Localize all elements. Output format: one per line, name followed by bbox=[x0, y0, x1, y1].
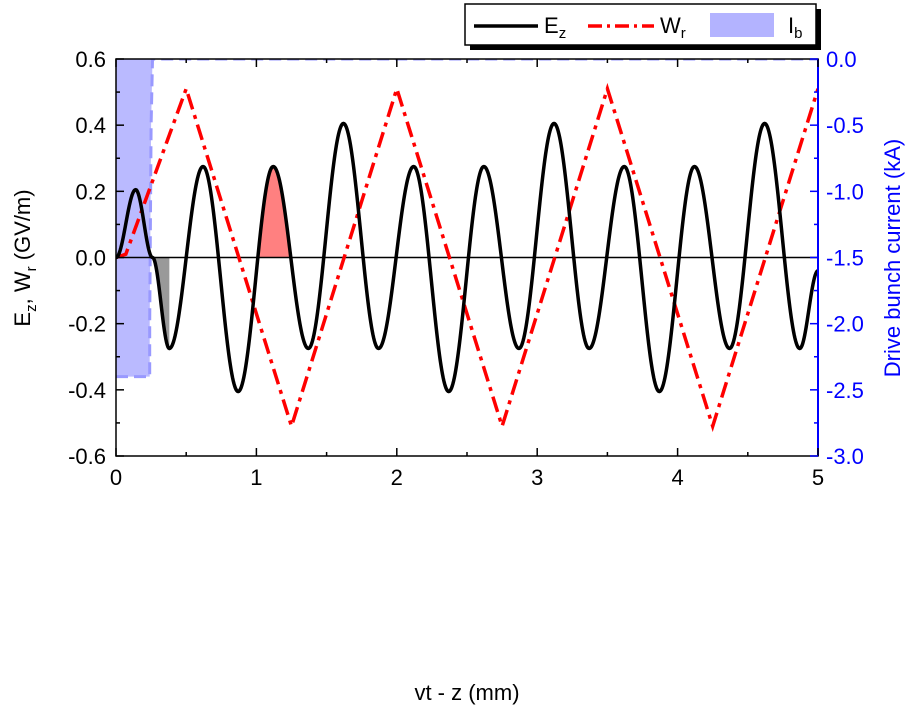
x-axis-ticks: 0 1 2 3 4 5 bbox=[110, 59, 824, 490]
right-y-tick-label: -2.5 bbox=[826, 378, 864, 403]
right-y-axis-ticks: 0.0 -0.5 -1.0 -1.5 -2.0 -2.5 -3.0 bbox=[810, 47, 864, 469]
x-tick-label: 3 bbox=[531, 465, 543, 490]
ib-fill-area bbox=[116, 59, 818, 377]
left-y-tick-label: -0.4 bbox=[68, 378, 106, 403]
left-y-axis-title: Ez, Wr (GV/m) bbox=[10, 189, 40, 326]
legend-label-ez: Ez bbox=[544, 13, 566, 42]
legend-swatch-ib bbox=[710, 13, 774, 37]
right-y-axis-title: Drive bunch current (kA) bbox=[880, 139, 905, 377]
left-y-tick-label: 0.4 bbox=[75, 113, 106, 138]
right-y-tick-label: -2.0 bbox=[826, 312, 864, 337]
legend-ez-main: E bbox=[544, 13, 559, 38]
left-y-title-unit: (GV/m) bbox=[10, 189, 35, 266]
legend-ez-sub: z bbox=[559, 25, 567, 42]
right-y-tick-label: -0.5 bbox=[826, 113, 864, 138]
legend-ib-sub: b bbox=[794, 25, 802, 42]
data-lines bbox=[116, 82, 818, 433]
ib-edge-line bbox=[116, 59, 818, 379]
x-tick-label: 4 bbox=[671, 465, 683, 490]
left-y-title-sub-r: r bbox=[23, 266, 40, 271]
x-tick-label: 2 bbox=[391, 465, 403, 490]
right-y-tick-label: 0.0 bbox=[826, 47, 857, 72]
left-y-tick-label: -0.6 bbox=[68, 444, 106, 469]
left-y-tick-label: 0.6 bbox=[75, 47, 106, 72]
left-y-title-W: , W bbox=[10, 271, 35, 304]
right-y-tick-label: -3.0 bbox=[826, 444, 864, 469]
x-tick-label: 0 bbox=[110, 465, 122, 490]
left-y-tick-label: 0.2 bbox=[75, 179, 106, 204]
left-y-tick-label: -0.2 bbox=[68, 312, 106, 337]
accelerating-region bbox=[256, 166, 292, 272]
x-axis-title: vt - z (mm) bbox=[414, 680, 519, 705]
left-y-title-E: E bbox=[10, 312, 35, 327]
x-tick-label: 1 bbox=[250, 465, 262, 490]
left-y-axis-ticks: 0.6 0.4 0.2 0.0 -0.2 -0.4 -0.6 bbox=[68, 47, 124, 469]
legend: Ez Wr Ib bbox=[464, 3, 821, 50]
wr-line bbox=[116, 82, 818, 433]
right-y-tick-label: -1.5 bbox=[826, 246, 864, 271]
drive-bunch-current-fill bbox=[116, 59, 818, 379]
legend-label-ib: Ib bbox=[788, 13, 802, 42]
left-y-title-sub-z: z bbox=[23, 304, 40, 312]
legend-wr-sub: r bbox=[681, 25, 686, 42]
right-y-tick-label: -1.0 bbox=[826, 179, 864, 204]
ez-line bbox=[116, 121, 818, 394]
left-y-tick-label: 0.0 bbox=[75, 246, 106, 271]
legend-label-wr: Wr bbox=[660, 13, 686, 42]
x-tick-label: 5 bbox=[812, 465, 824, 490]
legend-ib-main: I bbox=[788, 13, 794, 38]
legend-wr-main: W bbox=[660, 13, 681, 38]
